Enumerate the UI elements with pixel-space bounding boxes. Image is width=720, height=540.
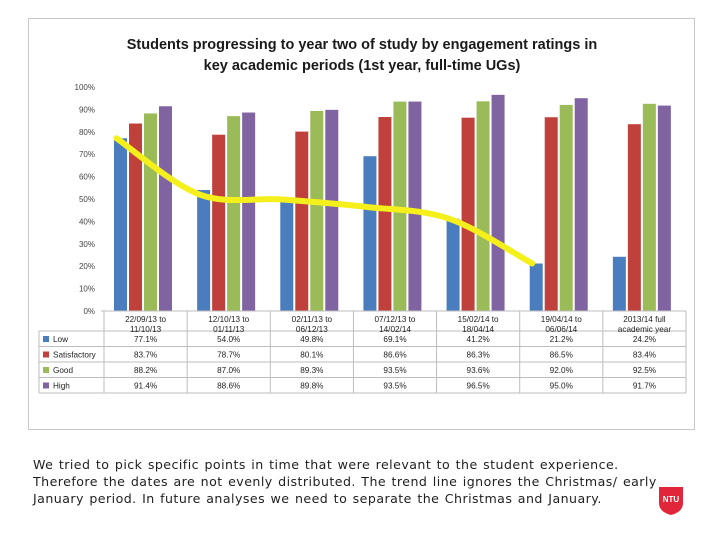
legend-swatch-high: [43, 382, 49, 389]
bar-satisfactory-4: [378, 117, 392, 312]
bar-low-7: [612, 256, 626, 311]
data-label-high: 91.7%: [633, 382, 656, 391]
bar-low-1: [114, 138, 127, 311]
bar-high-1: [159, 106, 172, 311]
legend-swatch-satisfactory: [43, 351, 49, 358]
x-category-label: 19/04/14 to: [541, 315, 582, 324]
bar-low-4: [363, 156, 377, 311]
legend-swatch-low: [43, 336, 49, 342]
data-label-satisfactory: 83.4%: [633, 351, 656, 360]
y-tick-label: 0%: [83, 307, 95, 316]
y-tick-label: 40%: [79, 217, 95, 226]
chart-title-line: key academic periods (1st year, full-tim…: [204, 58, 521, 74]
bar-good-4: [393, 101, 407, 311]
ntu-logo: NTU: [658, 486, 684, 516]
data-label-satisfactory: 86.6%: [383, 351, 406, 360]
x-category-label: 15/02/14 to: [458, 315, 499, 324]
x-category-label: 06/06/14: [545, 325, 577, 334]
x-category-label: 06/12/13: [296, 325, 328, 334]
x-category-label: 18/04/14: [462, 325, 494, 334]
data-label-low: 69.1%: [383, 335, 406, 344]
trend-line: [113, 135, 536, 267]
bar-high-6: [574, 98, 588, 311]
chart-frame: Students progressing to year two of stud…: [28, 18, 695, 430]
data-label-high: 89.8%: [300, 382, 323, 391]
bar-good-5: [476, 101, 490, 311]
bar-good-3: [310, 110, 324, 311]
bar-satisfactory-7: [627, 124, 641, 312]
data-label-good: 93.5%: [383, 366, 406, 375]
y-tick-label: 20%: [79, 262, 95, 271]
data-label-high: 93.5%: [383, 382, 406, 391]
bar-satisfactory-6: [544, 117, 558, 312]
bar-low-3: [280, 199, 294, 311]
data-label-low: 54.0%: [217, 335, 240, 344]
data-label-high: 95.0%: [550, 382, 573, 391]
data-label-satisfactory: 83.7%: [134, 351, 157, 360]
legend-swatch-good: [43, 367, 49, 373]
logo-shield-shape: [659, 487, 683, 515]
legend-label-good: Good: [53, 366, 73, 375]
logo-text: NTU: [663, 495, 680, 504]
data-label-good: 87.0%: [217, 366, 240, 375]
bar-low-6: [529, 263, 543, 311]
bar-good-7: [642, 103, 656, 311]
data-label-low: 24.2%: [633, 335, 656, 344]
caption-text: We tried to pick specific points in time…: [33, 457, 657, 506]
bar-high-4: [408, 101, 422, 311]
bar-high-5: [491, 94, 505, 311]
y-tick-label: 70%: [79, 150, 95, 159]
data-label-low: 49.8%: [300, 335, 323, 344]
x-category-label: 01/11/13: [213, 325, 245, 334]
bar-satisfactory-2: [212, 134, 226, 311]
data-label-satisfactory: 86.3%: [467, 351, 490, 360]
x-category-label: 12/10/13 to: [208, 315, 249, 324]
x-category-label: academic year: [618, 325, 672, 334]
x-category-label: 2013/14 full: [623, 315, 666, 324]
data-label-satisfactory: 86.5%: [550, 351, 573, 360]
data-label-low: 41.2%: [467, 335, 490, 344]
bar-low-5: [446, 218, 460, 311]
x-category-label: 02/11/13 to: [292, 315, 333, 324]
y-tick-label: 80%: [79, 128, 95, 137]
y-tick-label: 100%: [75, 83, 95, 92]
x-category-label: 11/10/13: [130, 325, 162, 334]
data-label-low: 77.1%: [134, 335, 157, 344]
x-category-label: 07/12/13 to: [375, 315, 416, 324]
legend-label-satisfactory: Satisfactory: [53, 351, 97, 360]
data-label-satisfactory: 80.1%: [300, 351, 323, 360]
data-label-good: 88.2%: [134, 366, 157, 375]
bar-satisfactory-1: [129, 123, 142, 312]
data-label-satisfactory: 78.7%: [217, 351, 240, 360]
y-tick-label: 60%: [79, 173, 95, 182]
data-label-good: 89.3%: [300, 366, 323, 375]
data-label-high: 96.5%: [467, 382, 490, 391]
bar-good-1: [144, 113, 157, 311]
y-tick-label: 50%: [79, 195, 95, 204]
bar-low-2: [197, 190, 211, 311]
data-label-good: 93.6%: [467, 366, 490, 375]
chart-title-line: Students progressing to year two of stud…: [127, 37, 598, 53]
bar-high-2: [242, 112, 256, 311]
data-label-good: 92.5%: [633, 366, 656, 375]
legend-label-low: Low: [53, 335, 68, 344]
y-tick-label: 30%: [79, 240, 95, 249]
bar-good-2: [227, 116, 241, 312]
bar-high-3: [325, 109, 339, 312]
legend-label-high: High: [53, 382, 70, 391]
bar-satisfactory-3: [295, 131, 309, 311]
data-label-high: 91.4%: [134, 382, 157, 391]
y-tick-label: 90%: [79, 105, 95, 114]
data-label-high: 88.6%: [217, 382, 240, 391]
data-label-low: 21.2%: [550, 335, 573, 344]
y-tick-label: 10%: [79, 285, 95, 294]
bar-good-6: [559, 104, 573, 311]
data-label-good: 92.0%: [550, 366, 573, 375]
chart: Students progressing to year two of stud…: [38, 37, 687, 394]
bar-high-7: [657, 105, 671, 311]
x-category-label: 14/02/14: [379, 325, 411, 334]
x-category-label: 22/09/13 to: [125, 315, 166, 324]
bar-satisfactory-5: [461, 117, 475, 311]
